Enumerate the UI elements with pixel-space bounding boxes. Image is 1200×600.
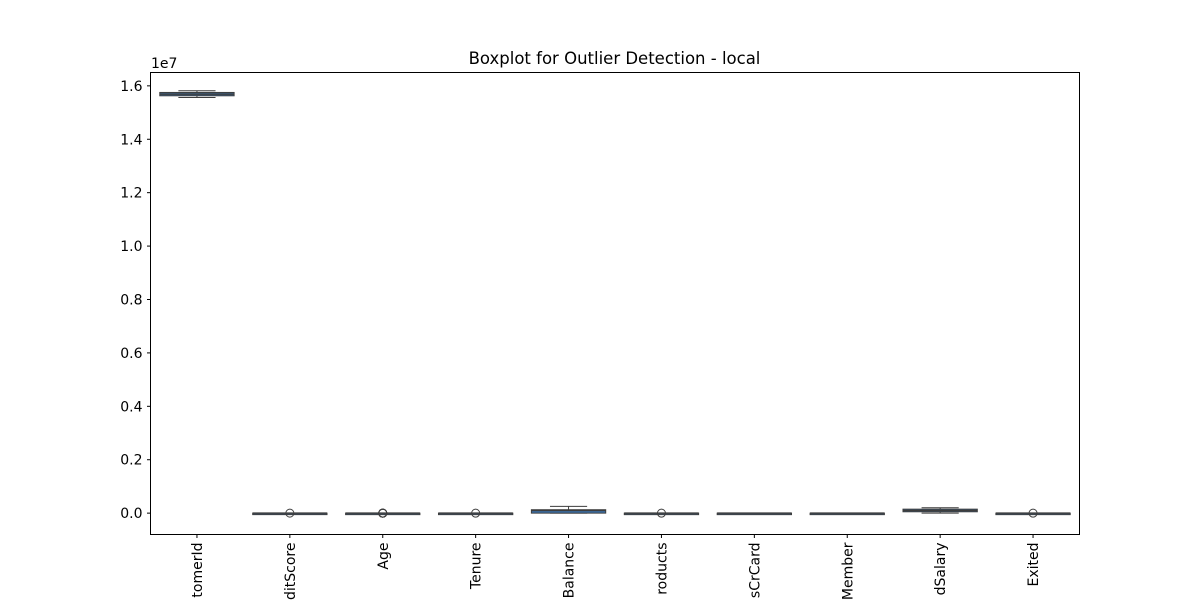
plot-marks: [159, 90, 1071, 518]
y-axis-scale-label: 1e7: [151, 56, 177, 72]
box-group: [716, 512, 793, 516]
y-tick-label: 0.8: [120, 292, 142, 308]
x-axis: tomerId ditScore Age Tenure Balance roducts sC…: [190, 534, 1042, 600]
box-iqr: [530, 509, 607, 514]
outlier-point: [378, 508, 388, 518]
plot-area-frame: [150, 72, 1080, 535]
y-tick-label: 0.4: [120, 399, 142, 415]
x-tick-label: Exited: [1026, 543, 1042, 587]
box-group: [995, 508, 1071, 518]
y-tick-label: 0.2: [120, 453, 142, 469]
y-tick-label: 0.0: [120, 506, 142, 522]
y-tick-label: 1.0: [120, 239, 142, 255]
y-tick-label: 1.4: [120, 132, 142, 148]
x-tick-label: sCrCard: [747, 543, 763, 599]
box-group: [345, 508, 421, 518]
x-tick-label: roducts: [654, 543, 670, 595]
box-group: [530, 505, 607, 514]
chart-title: Boxplot for Outlier Detection - local: [469, 49, 761, 68]
x-tick-label: ditScore: [283, 543, 299, 600]
y-tick-label: 0.6: [120, 346, 142, 362]
y-tick-label: 1.6: [120, 79, 142, 95]
x-tick-label: Member: [840, 542, 856, 600]
x-tick-label: tomerId: [190, 543, 206, 598]
box-group: [437, 508, 514, 518]
outlier-point: [1028, 508, 1038, 518]
y-axis: 0.0 0.2 0.4 0.6 0.8 1.0 1.2 1.4 1.6: [120, 79, 151, 522]
y-tick-label: 1.2: [120, 186, 142, 202]
box-group: [252, 508, 328, 518]
outlier-point: [285, 508, 295, 518]
box-group: [159, 90, 235, 98]
x-tick-label: Age: [376, 543, 392, 570]
x-tick-label: Balance: [562, 543, 578, 599]
box-group: [623, 508, 700, 518]
outlier-point: [471, 508, 481, 518]
x-tick-label: dSalary: [933, 543, 949, 596]
box-group: [902, 507, 978, 514]
outlier-point: [656, 508, 666, 518]
box-group: [809, 512, 885, 516]
x-tick-label: Tenure: [469, 543, 485, 591]
